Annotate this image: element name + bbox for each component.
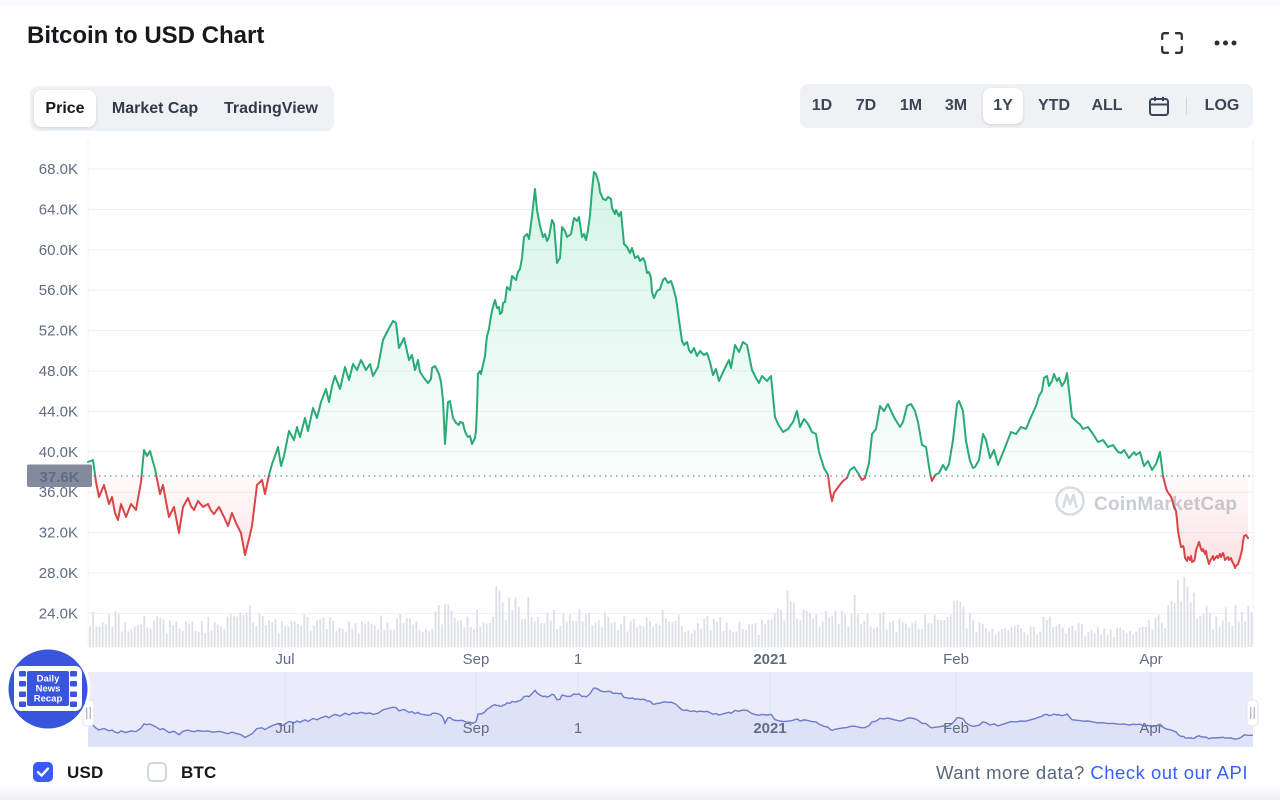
svg-text:Apr: Apr bbox=[1139, 651, 1162, 668]
svg-text:Sep: Sep bbox=[463, 651, 490, 668]
svg-text:24.0K: 24.0K bbox=[39, 605, 78, 622]
svg-text:60.0K: 60.0K bbox=[39, 242, 78, 259]
svg-text:52.0K: 52.0K bbox=[39, 323, 78, 340]
svg-text:Sep: Sep bbox=[463, 720, 490, 737]
svg-text:32.0K: 32.0K bbox=[39, 525, 78, 542]
svg-text:Daily: Daily bbox=[37, 674, 60, 685]
svg-text:40.0K: 40.0K bbox=[39, 444, 78, 461]
svg-text:Recap: Recap bbox=[34, 694, 63, 705]
svg-text:2021: 2021 bbox=[753, 720, 786, 737]
svg-text:Jul: Jul bbox=[275, 651, 294, 668]
svg-text:Jul: Jul bbox=[275, 720, 294, 737]
svg-text:36.0K: 36.0K bbox=[39, 484, 78, 501]
svg-text:28.0K: 28.0K bbox=[39, 565, 78, 582]
svg-text:44.0K: 44.0K bbox=[39, 403, 78, 420]
svg-text:64.0K: 64.0K bbox=[39, 201, 78, 218]
svg-text:Feb: Feb bbox=[943, 651, 969, 668]
svg-text:CoinMarketCap: CoinMarketCap bbox=[1094, 494, 1237, 515]
svg-text:1: 1 bbox=[574, 651, 582, 668]
svg-text:56.0K: 56.0K bbox=[39, 282, 78, 299]
svg-text:48.0K: 48.0K bbox=[39, 363, 78, 380]
svg-text:37.6K: 37.6K bbox=[39, 469, 79, 486]
svg-text:News: News bbox=[36, 684, 61, 695]
svg-text:1: 1 bbox=[574, 720, 582, 737]
svg-text:Feb: Feb bbox=[943, 720, 969, 737]
svg-text:68.0K: 68.0K bbox=[39, 161, 78, 178]
svg-text:Apr: Apr bbox=[1139, 720, 1162, 737]
svg-text:2021: 2021 bbox=[753, 651, 786, 668]
